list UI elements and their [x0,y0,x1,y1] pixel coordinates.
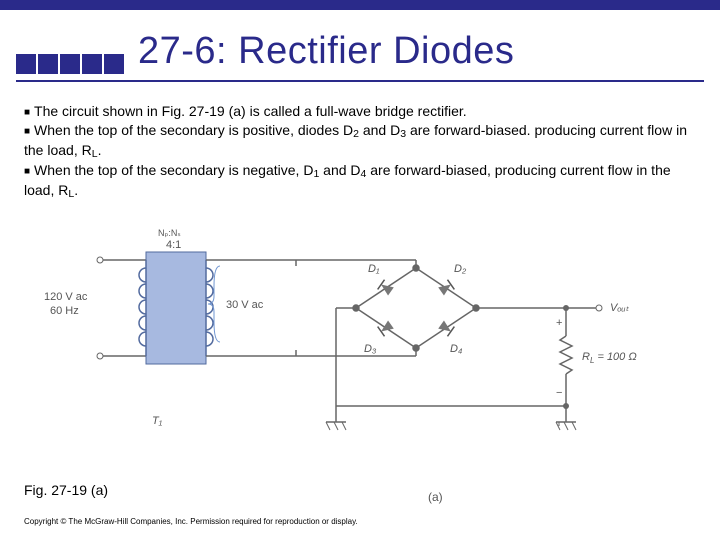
bullet-text: When the top of the secondary is positiv… [34,122,353,138]
d4-label: D₄ [450,343,462,355]
bullet-item: ■When the top of the secondary is negati… [24,161,696,201]
title-square [38,54,58,74]
figure-caption: Fig. 27-19 (a) [24,482,108,498]
load-label: RL = 100 Ω [582,351,637,365]
svg-text:+: + [556,317,562,329]
circuit-figure: 120 V ac 60 Hz Nₚ:Nₛ 4:1 T₁ [0,202,720,468]
bullet-text: and D [359,122,400,138]
circuit-svg: 120 V ac 60 Hz Nₚ:Nₛ 4:1 T₁ [36,208,666,468]
bullet-text: The circuit shown in Fig. 27-19 (a) is c… [34,103,467,119]
title-square [16,54,36,74]
input-voltage-label: 120 V ac [44,291,88,303]
ratio-top-label: Nₚ:Nₛ [158,228,181,238]
title-square [60,54,80,74]
bullet-item: ■When the top of the secondary is positi… [24,121,696,161]
d3-label: D₃ [364,343,377,355]
svg-text:−: − [556,387,562,399]
title-square [104,54,124,74]
bullet-list: ■The circuit shown in Fig. 27-19 (a) is … [0,82,720,202]
copyright-text: Copyright © The McGraw-Hill Companies, I… [24,517,358,526]
bullet-text: When the top of the secondary is negativ… [34,162,313,178]
transformer-core [146,252,206,364]
vout-label: Vₒᵤₜ [610,302,630,314]
d2-label: D₂ [454,263,467,275]
title-bar: 27-6: Rectifier Diodes [0,10,720,78]
figure-subcaption: (a) [428,490,443,504]
bullet-item: ■The circuit shown in Fig. 27-19 (a) is … [24,102,696,121]
page-title: 27-6: Rectifier Diodes [138,30,514,73]
d1-label: D₁ [368,263,380,275]
bullet-text: and D [319,162,360,178]
transformer-name: T₁ [152,415,163,427]
ratio-label: 4:1 [166,239,181,251]
title-square [82,54,102,74]
title-squares [16,54,124,74]
top-stripe [0,0,720,10]
input-freq-label: 60 Hz [50,305,79,317]
secondary-voltage: 30 V ac [226,299,264,311]
